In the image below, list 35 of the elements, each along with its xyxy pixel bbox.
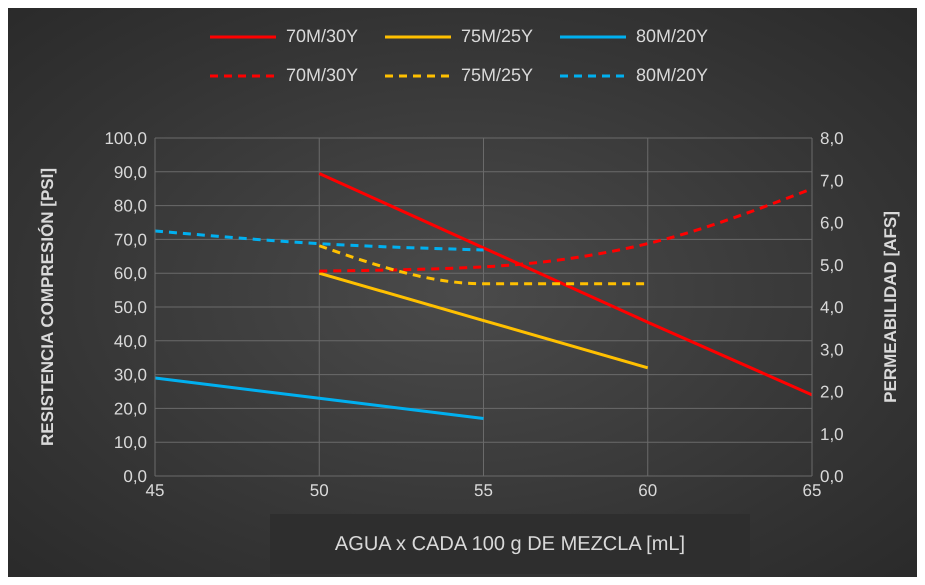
y2-tick-label: 0,0 [820, 467, 844, 486]
y2-axis-title: PERMEABILIDAD [AFS] [881, 211, 900, 403]
y-tick-label: 70,0 [114, 230, 147, 250]
y2-tick-label: 5,0 [820, 256, 844, 275]
y-tick-label: 100,0 [104, 129, 147, 148]
line-series [318, 172, 812, 396]
y-axis-title: RESISTENCIA COMPRESIÓN [PSI] [37, 168, 58, 446]
y2-tick-label: 8,0 [820, 129, 844, 148]
x-tick-label: 55 [474, 481, 493, 500]
y-tick-label: 30,0 [114, 366, 147, 385]
legend-label: 70M/30Y [286, 65, 358, 86]
legend-label: 75M/25Y [461, 65, 534, 86]
x-axis-title: AGUA x CADA 100 g DE MEZCLA [mL] [270, 514, 750, 574]
x-tick-label: 50 [310, 481, 329, 500]
y2-tick-label: 6,0 [820, 214, 844, 233]
y-tick-label: 0,0 [123, 467, 147, 486]
y2-tick-label: 3,0 [820, 340, 844, 360]
x-tick-label: 60 [638, 481, 658, 500]
legend-label: 70M/30Y [286, 26, 358, 47]
legend-label: 80M/20Y [636, 65, 708, 86]
y-tick-label: 10,0 [114, 433, 147, 452]
y2-tick-label: 2,0 [820, 382, 844, 402]
x-tick-label: 45 [146, 481, 164, 500]
legend-label: 80M/20Y [636, 26, 708, 47]
y2-tick-label: 4,0 [820, 298, 844, 318]
y2-tick-label: 7,0 [820, 171, 844, 190]
y-tick-label: 20,0 [114, 399, 147, 418]
y-tick-label: 80,0 [114, 196, 147, 216]
y-tick-label: 40,0 [114, 332, 147, 351]
y-tick-label: 90,0 [114, 162, 147, 182]
x-tick-label: 65 [802, 481, 822, 500]
y-tick-label: 50,0 [114, 298, 147, 318]
y-tick-label: 60,0 [114, 264, 147, 284]
y2-tick-label: 1,0 [820, 424, 844, 444]
legend-label: 75M/25Y [461, 26, 534, 47]
